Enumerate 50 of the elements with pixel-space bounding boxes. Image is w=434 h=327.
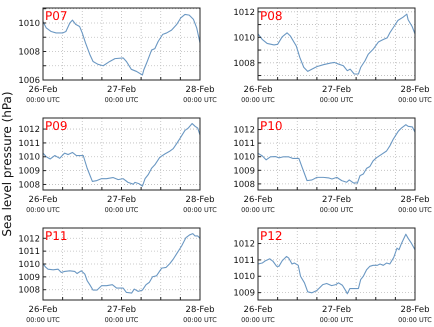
x-tick-label: 26-Feb 00:00 UTC (26, 85, 60, 104)
y-tick-label: 1006 (18, 76, 40, 86)
y-tick-label: 1011 (18, 138, 40, 149)
y-tick-label: 1009 (18, 272, 40, 283)
y-tick-label: 1011 (233, 139, 255, 150)
x-tick-label: 26-Feb 00:00 UTC (26, 305, 60, 324)
x-tick-label: 28-Feb 00:00 UTC (398, 195, 432, 214)
y-axis-title: Sea level pressure (hPa) (0, 91, 14, 237)
y-tick-label: 1011 (18, 247, 40, 258)
x-tick-label: 27-Feb 00:00 UTC (104, 305, 139, 324)
y-tick-label: 1012 (233, 126, 255, 136)
y-tick-label: 1010 (233, 272, 255, 282)
chart-title: P07 (45, 9, 68, 23)
y-tick-label: 1010 (233, 152, 255, 163)
x-tick-label: 26-Feb 00:00 UTC (241, 195, 276, 214)
y-tick-label: 1008 (18, 286, 40, 296)
x-tick-label: 26-Feb 00:00 UTC (26, 195, 60, 214)
y-tick-label: 1010 (18, 260, 40, 270)
x-tick-label: 26-Feb 00:00 UTC (241, 305, 276, 324)
y-tick-label: 1012 (18, 234, 40, 244)
x-tick-label: 28-Feb 00:00 UTC (183, 85, 218, 104)
y-tick-label: 1008 (233, 180, 255, 190)
x-tick-label: 27-Feb 00:00 UTC (320, 85, 354, 104)
y-tick-label: 1010 (233, 33, 255, 44)
chart-title: P08 (260, 9, 283, 23)
x-tick-label: 27-Feb 00:00 UTC (320, 305, 354, 324)
x-tick-label: 27-Feb 00:00 UTC (104, 195, 139, 214)
y-tick-label: 1010 (18, 18, 40, 29)
y-tick-label: 1012 (18, 125, 40, 136)
x-tick-label: 27-Feb 00:00 UTC (104, 85, 139, 104)
chart-title: P11 (45, 229, 68, 243)
chart-title: P12 (260, 229, 283, 243)
x-tick-label: 28-Feb 00:00 UTC (183, 305, 218, 324)
y-tick-label: 1011 (233, 256, 255, 266)
x-tick-label: 28-Feb 00:00 UTC (183, 195, 218, 214)
y-tick-label: 1012 (233, 8, 255, 18)
y-tick-label: 1009 (18, 166, 40, 177)
y-tick-label: 1010 (18, 152, 40, 163)
y-tick-label: 1008 (18, 180, 40, 190)
y-tick-label: 1009 (233, 166, 255, 176)
x-tick-label: 27-Feb 00:00 UTC (320, 195, 354, 214)
x-tick-label: 26-Feb 00:00 UTC (241, 85, 276, 104)
y-tick-label: 1008 (233, 58, 255, 69)
x-tick-label: 28-Feb 00:00 UTC (398, 85, 432, 104)
y-tick-label: 1012 (233, 240, 255, 250)
y-tick-label: 1008 (18, 47, 40, 58)
y-tick-label: 1009 (233, 288, 255, 299)
chart-title: P09 (45, 119, 68, 133)
x-tick-label: 28-Feb 00:00 UTC (398, 305, 432, 324)
chart-title: P10 (260, 119, 283, 133)
